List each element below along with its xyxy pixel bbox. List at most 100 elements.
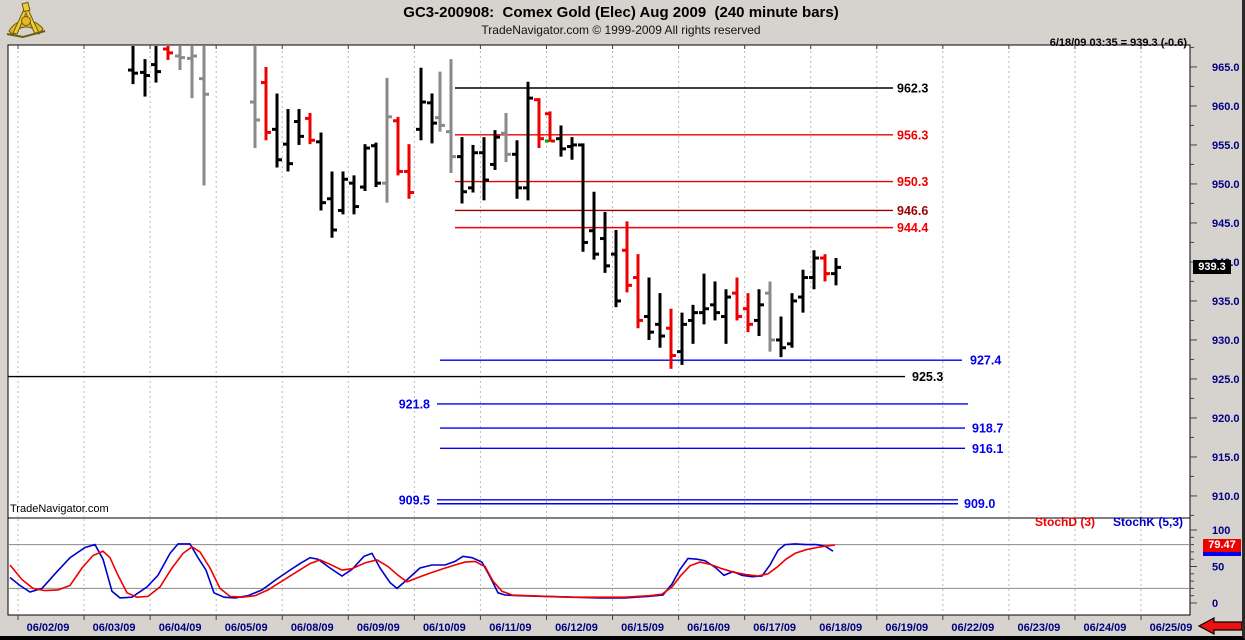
level-label-925.3: 925.3 [912,370,943,384]
ohlc-bar [710,281,720,321]
date-label: 06/24/09 [1084,622,1127,634]
ohlc-bar [446,59,456,174]
stoch-value-badge: 79.47 [1203,539,1241,556]
stoch-line-k [9,543,834,599]
ohlc-bar [622,221,632,293]
level-label-950.3: 950.3 [897,175,928,189]
ohlc-bar [798,269,808,313]
price-axis-label: 935.0 [1212,296,1240,308]
date-label: 06/22/09 [951,622,994,634]
ohlc-bar [404,144,414,199]
ohlc-bar [360,144,370,191]
ohlc-bar [809,250,819,290]
price-axis-label: 925.0 [1212,374,1240,386]
date-label: 06/04/09 [159,622,202,634]
price-axis-label: 965.0 [1212,62,1240,74]
copyright-subtitle: TradeNavigator.com © 1999-2009 All right… [481,23,761,37]
stoch-k-underline [1203,552,1241,556]
ohlc-bar [294,109,304,145]
date-label: 06/02/09 [27,622,70,634]
ohlc-bar [688,304,698,344]
date-label: 06/08/09 [291,622,334,634]
ohlc-bar [250,46,260,149]
date-label: 06/23/09 [1017,622,1060,634]
ohlc-bar [512,140,522,199]
ohlc-bar [666,308,676,369]
level-label-916.1: 916.1 [972,442,1003,456]
ohlc-bar [175,46,185,71]
date-label: 06/15/09 [621,622,664,634]
date-label: 06/16/09 [687,622,730,634]
ohlc-bar [349,175,359,215]
ohlc-bar [655,293,665,348]
price-axis-label: 920.0 [1212,413,1240,425]
ohlc-bar [416,67,426,141]
ohlc-bar [721,289,731,344]
green-tick-marker [545,139,549,143]
ohlc-bar [600,212,610,273]
ohlc-bar [501,112,511,163]
ohlc-bar [261,66,271,141]
ohlc-bar [187,46,197,99]
date-label: 06/10/09 [423,622,466,634]
ohlc-bar [457,137,467,204]
ohlc-bar [633,254,643,329]
scroll-left-arrow-button[interactable] [1197,616,1245,636]
level-label-921.8: 921.8 [399,397,430,411]
ohlc-bar [199,46,209,186]
ohlc-bar [743,293,753,333]
stoch-axis-label: 0 [1212,598,1218,610]
tradenavigator-sextant-logo [6,1,46,39]
ohlc-bar [305,112,315,145]
ohlc-bar [644,277,654,340]
ohlc-bar [567,137,577,160]
stoch-axis-label: 50 [1212,562,1224,574]
ohlc-bar [151,46,161,83]
ohlc-bar [534,98,544,149]
level-label-918.7: 918.7 [972,422,1003,436]
ohlc-bar [479,137,489,201]
stoch-value-text: 79.47 [1203,539,1241,552]
ohlc-bar [732,277,742,321]
date-label: 06/09/09 [357,622,400,634]
price-axis-label: 945.0 [1212,218,1240,230]
ohlc-bar [283,109,293,172]
level-label-944.4: 944.4 [897,221,928,235]
price-axis-label: 910.0 [1212,491,1240,503]
ohlc-bar [435,71,445,132]
legend-stochd-label: StochD (3) [1034,515,1095,529]
price-axis-label: 955.0 [1212,140,1240,152]
date-label: 06/03/09 [93,622,136,634]
ohlc-bar [754,289,764,337]
ohlc-bar [140,59,150,97]
stoch-panel [7,517,1191,616]
ohlc-bars-group [128,46,841,369]
date-label: 06/12/09 [555,622,598,634]
level-label-946.6: 946.6 [897,204,928,218]
price-axis-label: 950.0 [1212,179,1240,191]
level-label-962.3: 962.3 [897,82,928,96]
level-label-956.3: 956.3 [897,128,928,142]
ohlc-bar [765,281,775,352]
ohlc-bar [545,111,555,143]
legend-stochk-label: StochK (5,3) [1112,515,1183,529]
ohlc-bar [427,93,437,144]
level-label-909.0: 909.0 [964,497,995,511]
level-label-927.4: 927.4 [970,354,1001,368]
last-quote-readout: 6/18/09 03:35 = 939.3 (-0.6) [1049,37,1187,49]
date-label: 06/05/09 [225,622,268,634]
ohlc-bar [316,132,326,211]
date-label: 06/11/09 [489,622,531,634]
ohlc-bar [787,293,797,348]
ohlc-bar [523,81,533,201]
price-axis-label: 915.0 [1212,452,1240,464]
stoch-line-d [9,544,836,599]
date-label: 06/18/09 [819,622,862,634]
ohlc-bar [677,312,687,365]
chart-title: GC3-200908: Comex Gold (Elec) Aug 2009 (… [403,4,839,21]
ohlc-bar [776,316,786,358]
price-panel [7,44,1191,519]
ohlc-bar [393,116,403,176]
